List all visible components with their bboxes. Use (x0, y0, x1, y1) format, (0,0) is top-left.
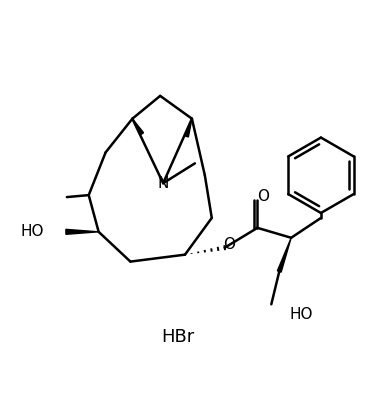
Polygon shape (185, 119, 192, 137)
Text: HO: HO (289, 307, 313, 322)
Text: O: O (257, 189, 269, 204)
Text: O: O (223, 237, 235, 252)
Text: HO: HO (20, 224, 44, 240)
Polygon shape (66, 229, 99, 234)
Polygon shape (132, 119, 143, 135)
Text: N: N (157, 176, 169, 191)
Polygon shape (277, 238, 291, 272)
Text: HBr: HBr (161, 328, 195, 346)
